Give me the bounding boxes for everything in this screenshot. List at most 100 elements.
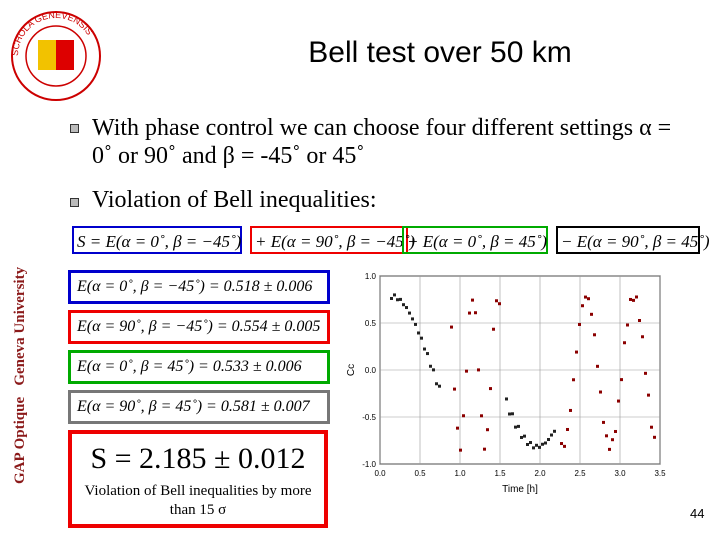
trace-point — [566, 427, 569, 431]
trace-point — [453, 387, 456, 391]
trace-point — [593, 333, 596, 337]
trace-point — [520, 435, 523, 439]
logo: SCHOLA GENEVENSIS — [10, 10, 101, 101]
trace-point — [572, 378, 575, 382]
x-tick-label: 1.0 — [454, 469, 466, 478]
summary-value: S = 2.185 ± 0.012 — [90, 442, 306, 475]
trace-point — [399, 297, 402, 301]
trace-point — [541, 442, 544, 446]
trace-point — [629, 297, 632, 301]
trace-point — [480, 414, 483, 418]
university-name: Geneva University — [12, 266, 28, 386]
trace-point — [423, 347, 426, 351]
trace-point — [432, 368, 435, 372]
y-axis-label: Cc — [346, 364, 357, 376]
trace-point — [623, 341, 626, 345]
result-box: E(α = 0˚, β = 45˚) = 0.533 ± 0.006 — [68, 350, 330, 384]
trace-point — [498, 302, 501, 306]
trace-point — [486, 428, 489, 432]
trace-point — [523, 434, 526, 438]
trace-point — [411, 317, 414, 321]
trace-point — [644, 371, 647, 375]
page-number: 44 — [690, 506, 705, 521]
trace-point — [605, 434, 608, 438]
trace-point — [456, 426, 459, 430]
trace-point — [635, 295, 638, 299]
trace-point — [620, 378, 623, 382]
x-axis-label: Time [h] — [502, 484, 538, 495]
trace-point — [632, 298, 635, 302]
y-tick-label: -1.0 — [362, 460, 376, 469]
trace-point — [429, 364, 432, 368]
trace-point — [462, 414, 465, 418]
trace-point — [511, 412, 514, 416]
lab-name: GAP Optique — [12, 396, 28, 484]
trace-point — [596, 364, 599, 368]
plot: 0.0 0.5 1.0 1.5 2.0 2.5 3.0 3.5 1.0 0.5 0.0 -0.5 -1.… — [346, 272, 666, 495]
trace-point — [617, 399, 620, 403]
result-box: E(α = 90˚, β = 45˚) = 0.581 ± 0.007 — [68, 390, 330, 424]
trace-point — [468, 311, 471, 315]
formula-term: + E(α = 0˚, β = 45˚) — [402, 226, 548, 254]
bullet-marker — [70, 198, 79, 207]
trace-point — [608, 447, 611, 451]
x-tick-label: 3.5 — [654, 469, 666, 478]
trace-point — [405, 306, 408, 310]
trace-point — [553, 429, 556, 433]
y-tick-label: 0.0 — [365, 366, 377, 375]
trace-point — [538, 445, 541, 449]
trace-point — [626, 323, 629, 327]
trace-point — [414, 322, 417, 326]
trace-point — [483, 447, 486, 451]
trace-point — [647, 393, 650, 397]
bullet: Violation of Bell inequalities: — [92, 187, 377, 213]
sidebar: GAP Optique Geneva University — [12, 267, 29, 484]
y-tick-label: 1.0 — [365, 272, 377, 281]
x-tick-label: 3.0 — [614, 469, 626, 478]
summary-note: Violation of Bell inequalities by more t… — [84, 483, 312, 518]
trace-point — [390, 296, 393, 300]
trace-point — [526, 443, 529, 447]
trace-point — [471, 298, 474, 302]
trace-point — [641, 335, 644, 339]
trace-point — [426, 352, 429, 356]
x-tick-label: 0.5 — [414, 469, 426, 478]
trace-point — [535, 443, 538, 447]
x-tick-label: 0.0 — [374, 469, 386, 478]
formula-term: S = E(α = 0˚, β = −45˚) — [72, 226, 242, 254]
trace-point — [550, 433, 553, 437]
trace-point — [417, 331, 420, 335]
trace-point — [532, 446, 535, 450]
trace-point — [495, 299, 498, 303]
trace-point — [393, 293, 396, 297]
trace-point — [438, 384, 441, 388]
trace-point — [477, 368, 480, 372]
trace-point — [599, 390, 602, 394]
trace-point — [505, 397, 508, 401]
trace-point — [450, 325, 453, 329]
trace-point — [508, 412, 511, 416]
trace-point — [517, 424, 520, 428]
bullet: With phase control we can choose four di… — [92, 115, 672, 169]
trace-point — [396, 298, 399, 302]
trace-point — [587, 297, 590, 301]
trace-point — [492, 327, 495, 331]
y-tick-label: 0.5 — [365, 319, 377, 328]
trace-point — [638, 318, 641, 322]
trace-point — [578, 322, 581, 326]
trace-point — [474, 311, 477, 315]
trace-point — [402, 303, 405, 307]
bullet-marker — [70, 124, 79, 133]
trace-point — [602, 420, 605, 424]
x-tick-label: 2.0 — [534, 469, 546, 478]
trace-point — [408, 311, 411, 315]
summary-box: S = 2.185 ± 0.012 Violation of Bell ineq… — [68, 430, 328, 528]
trace-point — [465, 369, 468, 373]
trace-point — [653, 435, 656, 439]
result-box: E(α = 90˚, β = −45˚) = 0.554 ± 0.005 — [68, 310, 330, 344]
x-tick-label: 1.5 — [494, 469, 506, 478]
x-tick-label: 2.5 — [574, 469, 586, 478]
trace-point — [650, 425, 653, 429]
trace-point — [514, 425, 517, 429]
trace-point — [420, 336, 423, 340]
